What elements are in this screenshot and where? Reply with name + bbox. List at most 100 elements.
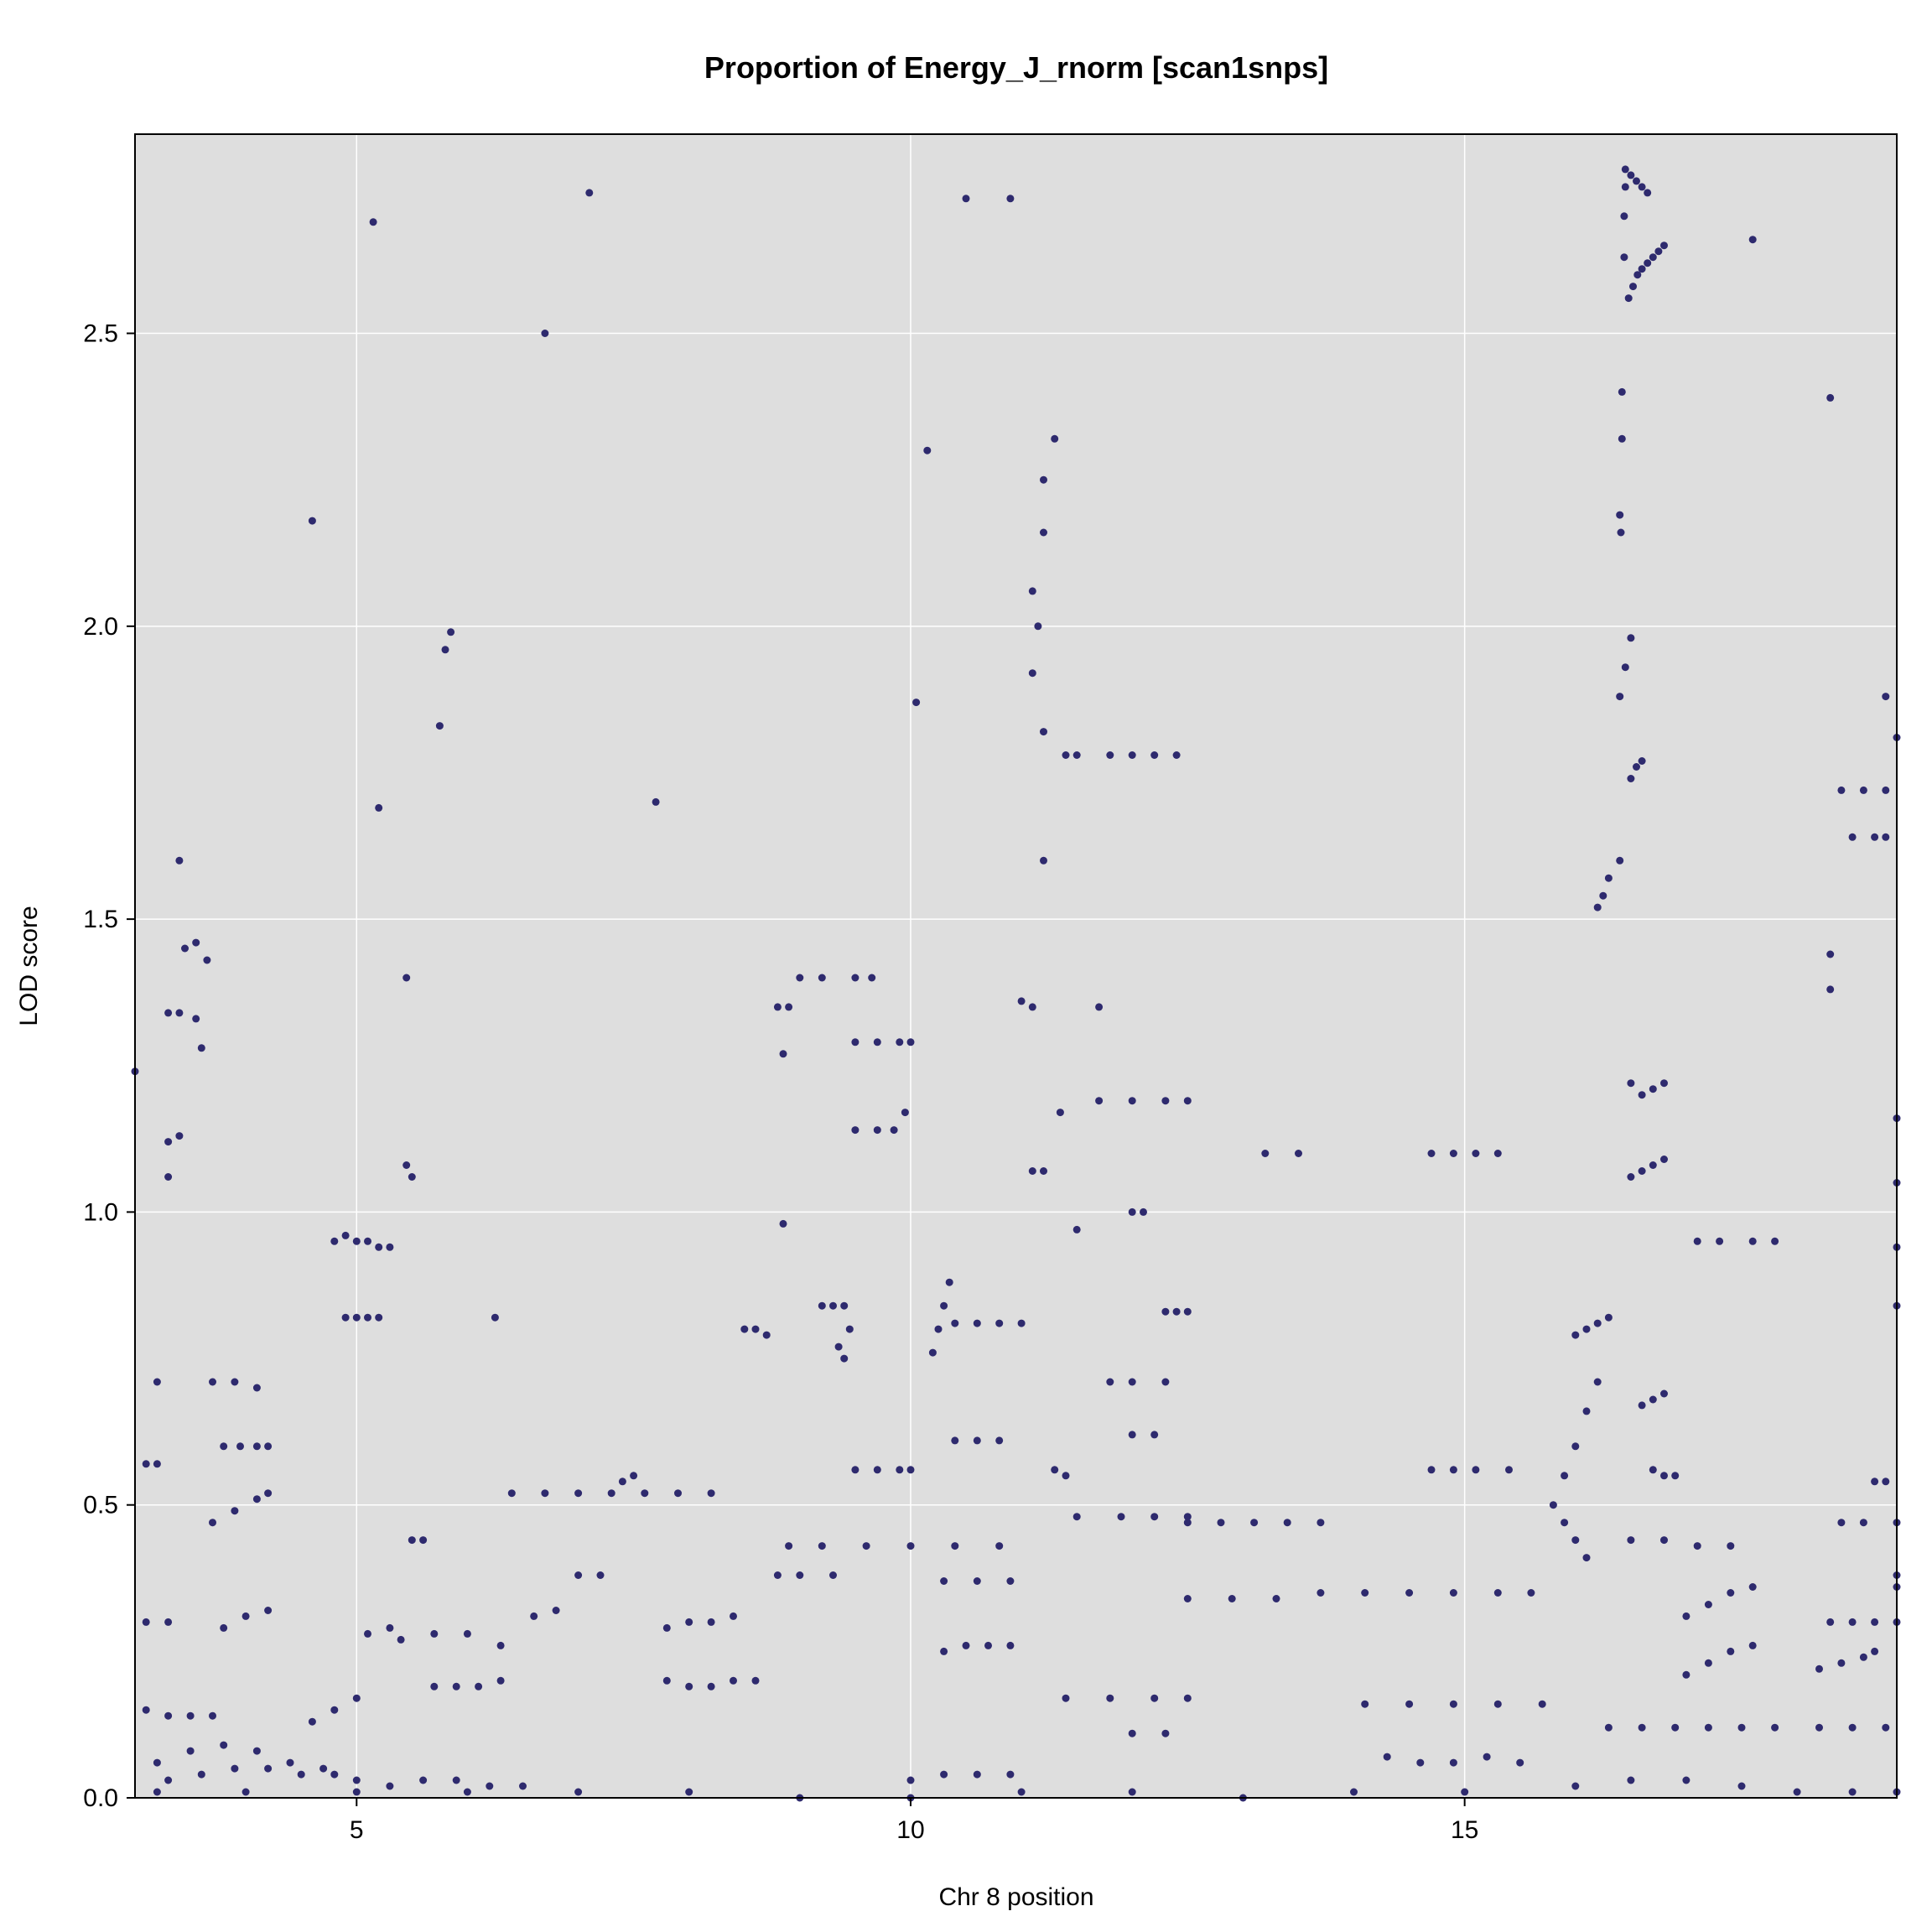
data-point: [1848, 1723, 1857, 1732]
data-point: [231, 1378, 239, 1386]
data-point: [674, 1489, 682, 1498]
data-point: [751, 1325, 760, 1333]
data-point: [1593, 903, 1602, 911]
data-point: [1621, 165, 1629, 174]
data-point: [308, 517, 316, 525]
data-point: [209, 1519, 216, 1527]
data-point: [519, 1782, 527, 1790]
data-point: [1106, 1694, 1114, 1702]
data-point: [341, 1231, 350, 1239]
data-point: [1604, 874, 1613, 882]
data-point: [1693, 1237, 1701, 1245]
data-point: [1627, 171, 1635, 179]
data-point: [447, 628, 455, 636]
data-point: [1604, 1313, 1613, 1322]
data-point: [252, 1747, 261, 1755]
data-point: [541, 330, 549, 337]
x-axis-label: Chr 8 position: [938, 1883, 1093, 1911]
data-point: [995, 1436, 1004, 1445]
data-point: [402, 974, 411, 982]
data-point: [995, 1319, 1004, 1327]
data-point: [1056, 1109, 1064, 1117]
data-point: [1704, 1723, 1712, 1732]
data-point: [995, 1542, 1004, 1550]
data-point: [496, 1641, 505, 1649]
data-point: [552, 1607, 560, 1614]
data-point: [164, 1618, 173, 1626]
data-point: [1882, 1478, 1890, 1486]
data-point: [1527, 1589, 1535, 1597]
data-point: [1826, 985, 1835, 994]
data-point: [1150, 751, 1159, 759]
data-point: [1871, 1647, 1879, 1655]
data-point: [231, 1507, 239, 1515]
data-point: [1006, 1641, 1015, 1649]
data-point: [203, 956, 211, 964]
data-point: [352, 1313, 361, 1322]
data-point: [1317, 1589, 1325, 1597]
data-point: [1183, 1694, 1192, 1702]
data-point: [906, 1542, 915, 1550]
data-point: [934, 1325, 943, 1333]
data-point: [1737, 1782, 1746, 1790]
data-point: [1660, 1389, 1668, 1398]
data-point: [352, 1237, 361, 1245]
data-point: [1859, 1653, 1867, 1661]
data-point: [1228, 1595, 1236, 1602]
data-point: [1638, 265, 1646, 273]
data-point: [962, 195, 970, 203]
data-point: [1034, 622, 1042, 631]
data-point: [851, 974, 860, 982]
data-point: [1250, 1519, 1259, 1527]
y-tick-label: 1.5: [83, 906, 118, 933]
data-point: [773, 1571, 782, 1579]
data-point: [1649, 253, 1657, 262]
data-point: [164, 1711, 173, 1720]
chart-title: Proportion of Energy_J_rnorm [scan1snps]: [704, 50, 1328, 85]
data-point: [1727, 1542, 1735, 1550]
data-point: [1848, 833, 1857, 841]
data-point: [685, 1618, 693, 1626]
data-point: [1028, 1003, 1036, 1011]
data-point: [1183, 1595, 1192, 1602]
data-point: [319, 1764, 328, 1773]
data-point: [1161, 1729, 1170, 1737]
data-point: [1571, 1331, 1580, 1339]
data-point: [962, 1641, 970, 1649]
data-point: [264, 1764, 273, 1773]
data-point: [1815, 1723, 1823, 1732]
data-point: [297, 1770, 305, 1779]
data-point: [286, 1758, 294, 1767]
data-point: [1682, 1612, 1690, 1620]
data-point: [1826, 950, 1835, 958]
data-point: [375, 803, 383, 812]
data-point: [452, 1682, 460, 1690]
data-point: [1618, 387, 1626, 396]
data-point: [785, 1003, 793, 1011]
data-point: [1361, 1589, 1369, 1597]
data-point: [1095, 1097, 1104, 1105]
data-point: [352, 1694, 361, 1702]
data-point: [1649, 1161, 1657, 1169]
data-point: [1826, 393, 1835, 402]
data-point: [1017, 1788, 1026, 1796]
data-point: [1571, 1442, 1580, 1451]
data-point: [1638, 1723, 1646, 1732]
data-point: [1062, 751, 1070, 759]
data-point: [1183, 1513, 1192, 1521]
data-point: [707, 1489, 715, 1498]
data-point: [1660, 242, 1668, 250]
data-point: [164, 1173, 173, 1181]
data-point: [630, 1472, 638, 1480]
data-point: [1561, 1472, 1569, 1480]
data-point: [940, 1647, 948, 1655]
data-point: [1771, 1723, 1779, 1732]
data-point: [1117, 1513, 1125, 1521]
data-point: [1261, 1150, 1270, 1157]
data-point: [1882, 786, 1890, 794]
data-point: [181, 944, 189, 953]
data-point: [873, 1038, 881, 1046]
data-point: [1649, 1466, 1657, 1474]
data-point: [923, 446, 932, 454]
data-point: [164, 1009, 173, 1017]
